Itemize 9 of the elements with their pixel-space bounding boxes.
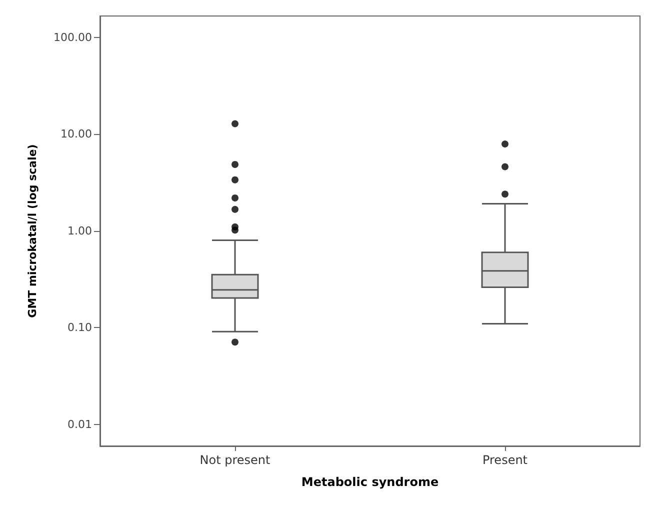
- y-tick-label: 0.01: [68, 418, 92, 432]
- x-tick-label: Not present: [200, 453, 271, 467]
- x-tick-label: Present: [482, 453, 528, 467]
- y-tick-label: 10.00: [60, 128, 92, 141]
- y-tick-label: 0.10: [68, 321, 92, 334]
- y-tick-label: 1.00: [68, 224, 92, 238]
- y-tick-label: 100.00: [54, 30, 92, 44]
- x-axis-title: Metabolic syndrome: [301, 475, 439, 489]
- y-axis-title: GMT microkatal/l (log scale): [26, 144, 39, 318]
